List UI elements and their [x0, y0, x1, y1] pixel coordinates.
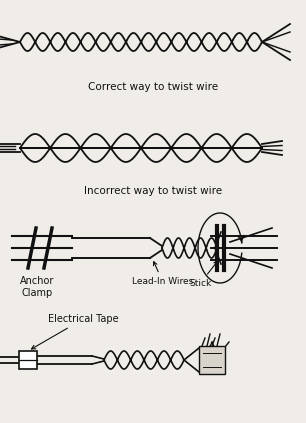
Text: Correct way to twist wire: Correct way to twist wire [88, 82, 218, 92]
Text: Electrical Tape: Electrical Tape [32, 314, 119, 349]
Text: Stick: Stick [189, 261, 218, 288]
Bar [199, 346, 225, 374]
Bar [19, 351, 37, 369]
Text: Anchor
Clamp: Anchor Clamp [20, 276, 54, 298]
Text: Incorrect way to twist wire: Incorrect way to twist wire [84, 186, 222, 196]
Text: Lead-In Wires: Lead-In Wires [132, 262, 193, 286]
